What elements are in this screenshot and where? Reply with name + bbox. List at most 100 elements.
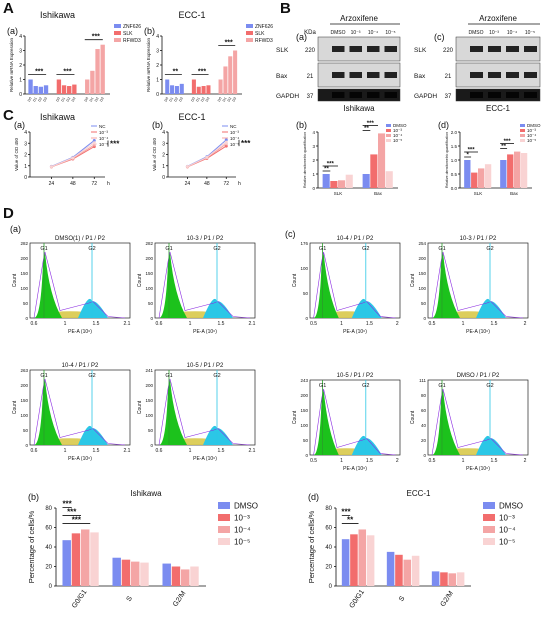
chart-title: ECC-1 [406, 489, 431, 498]
y-tick-label: 1.0 [451, 158, 458, 163]
x-tick-label: D2 [37, 97, 43, 103]
x-tick-label: 2.1 [249, 448, 256, 454]
gate-g2-label: G2 [362, 246, 369, 252]
y-tick-label: 150 [418, 271, 426, 276]
x-unit-label: h [107, 181, 110, 187]
histogram-title: DMSO(1) / P1 / P2 [55, 236, 106, 242]
kda-label: 21 [445, 74, 452, 80]
lane-label: DMSO [331, 30, 346, 36]
x-tick-label: G0/G1 [348, 589, 366, 610]
legend-label: SLK [255, 31, 265, 37]
y-tick-label: 20 [45, 565, 52, 571]
bar [179, 83, 184, 94]
y-axis-label: Count [292, 273, 298, 287]
blot-band [524, 92, 537, 98]
x-tick-label: D2 [200, 97, 206, 103]
y-tick-label: 200 [300, 393, 308, 398]
y-tick-label: 3 [24, 141, 27, 147]
bar [456, 572, 465, 586]
bar [341, 539, 350, 586]
y-tick-label: 0 [25, 316, 28, 321]
y-tick-label: 0 [162, 175, 165, 181]
x-tick-label: D2 [173, 97, 179, 103]
bar [90, 532, 99, 586]
bar [370, 154, 378, 188]
sig-label: ** [324, 167, 329, 173]
y-tick-label: 80 [325, 506, 332, 512]
legend-label: NC [230, 124, 237, 129]
sig-label: *** [110, 140, 120, 149]
y-tick-label: 2 [162, 153, 165, 159]
y-tick-label: 50 [303, 291, 309, 296]
data-point [92, 141, 96, 145]
y-tick-label: 4 [312, 130, 315, 135]
subpanel-label: (c) [434, 32, 445, 42]
bar [520, 153, 528, 188]
y-tick-label: 200 [20, 256, 28, 261]
legend-swatch [246, 24, 253, 28]
blot-band [506, 92, 519, 98]
y-tick-label: 50 [23, 301, 29, 306]
kda-header: KDa [304, 30, 316, 36]
gate-g1-label: G1 [438, 246, 445, 252]
histogram-g1-peak [34, 252, 62, 318]
chart-title: ECC-1 [178, 112, 205, 122]
sig-label: *** [504, 139, 512, 145]
x-tick-label: 2 [396, 458, 399, 464]
y-tick-label: 0 [305, 316, 308, 321]
x-tick-label: 1 [64, 448, 67, 454]
legend-swatch [218, 514, 230, 521]
series-line [187, 139, 227, 167]
legend-swatch [520, 139, 525, 142]
legend-label: 10⁻⁵ [230, 142, 239, 147]
blot-band [506, 72, 519, 78]
bar [190, 566, 199, 586]
y-tick-label: 0 [19, 92, 22, 98]
legend-label: 10⁻³ [393, 128, 402, 133]
bar [206, 85, 211, 94]
x-tick-label: 0.6 [156, 448, 163, 454]
x-tick-label: 1 [340, 321, 343, 327]
legend-label: 10⁻⁵ [499, 538, 515, 547]
gate-g1-label: G1 [40, 373, 47, 379]
legend-label: 10⁻⁴ [99, 136, 108, 141]
chart-title: ECC-1 [178, 10, 205, 20]
y-tick-label: 1 [312, 172, 315, 177]
y-tick-label: 3 [19, 49, 22, 55]
legend-label: DMSO [393, 123, 407, 128]
histogram-outline [158, 378, 251, 446]
y-tick-label: 4 [156, 34, 159, 40]
y-tick-label: 40 [45, 545, 52, 551]
x-tick-label: 1 [462, 458, 465, 464]
bar [196, 86, 201, 94]
histogram-outline [33, 251, 126, 319]
flow-histogram: 10-5 / P1 / P2 0 50 100 150 200 243 0.5 1 1.5 2 PE-… [292, 373, 401, 472]
y-axis-label: Count [410, 410, 416, 424]
flow-histogram: 10-3 / P1 / P2 0 50 100 150 200 254 0.5 1 1.5 2 PE-… [410, 236, 529, 335]
y-axis-label: Percentage of cells/% [307, 510, 316, 583]
histogram-title: DMSO / P1 / P2 [457, 373, 500, 379]
bar [330, 181, 338, 188]
y-axis-label: Count [12, 400, 18, 414]
y-tick-label: 50 [421, 301, 427, 306]
x-tick-label: D2 [227, 97, 233, 103]
y-tick-label: 200 [145, 256, 153, 261]
histogram-g1-peak [34, 379, 62, 445]
x-tick-label: 0.6 [31, 448, 38, 454]
data-point [71, 156, 75, 160]
legend-label: 10⁻⁵ [527, 138, 536, 143]
bar [81, 529, 90, 586]
x-unit-label: h [238, 181, 241, 187]
legend-label: SLK [123, 31, 133, 37]
flow-histogram: DMSO / P1 / P2 0 20 40 60 80 111 0.5 1 1.5 2 PE-A (… [410, 373, 529, 472]
bar [72, 84, 77, 94]
y-tick-label: 100 [300, 266, 308, 271]
data-point [224, 144, 228, 148]
legend-label: 10⁻⁴ [393, 133, 402, 138]
x-axis-label: PE-A (10⁶) [466, 329, 490, 335]
y-tick-label: 1 [19, 78, 22, 84]
x-tick-label: D1 [168, 97, 174, 103]
legend-label: RFWD3 [123, 38, 141, 44]
legend-swatch [114, 24, 121, 28]
bar [62, 540, 71, 586]
